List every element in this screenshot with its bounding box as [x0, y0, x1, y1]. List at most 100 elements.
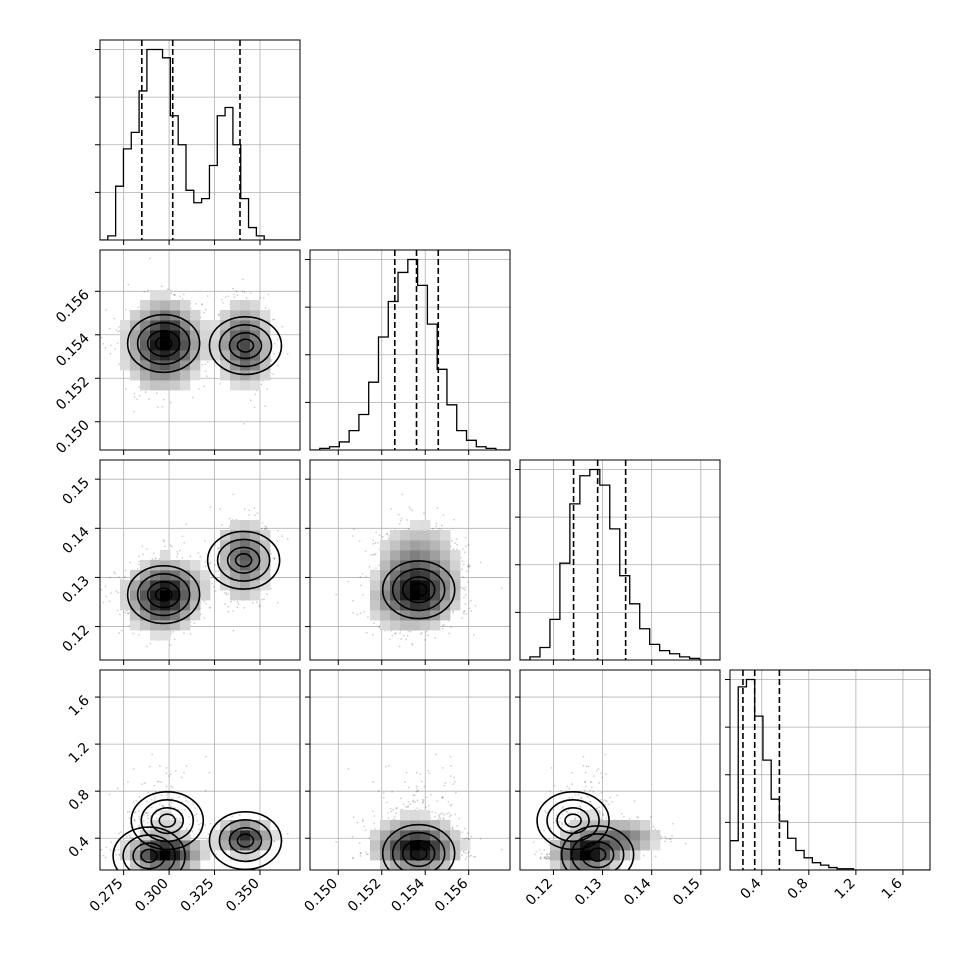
- density-cell: [170, 300, 181, 311]
- sample-point: [169, 401, 172, 404]
- sample-point: [500, 587, 503, 590]
- sample-point: [270, 553, 272, 555]
- contour-line: [146, 329, 181, 358]
- sample-point: [136, 398, 139, 401]
- sample-point: [281, 325, 284, 328]
- sample-point: [456, 548, 458, 551]
- density-cell: [210, 340, 221, 351]
- density-cell: [130, 340, 141, 351]
- density-cell: [400, 570, 411, 581]
- sample-point: [170, 632, 173, 635]
- sample-point: [468, 565, 470, 568]
- sample-point: [201, 363, 204, 366]
- density-cell: [190, 320, 201, 331]
- sample-point: [141, 545, 144, 548]
- sample-point: [264, 307, 267, 309]
- density-cell: [130, 610, 141, 621]
- sample-point: [245, 297, 248, 299]
- sample-point: [155, 392, 158, 395]
- sample-point: [124, 569, 127, 572]
- density-cell: [260, 370, 271, 381]
- sample-point: [110, 592, 112, 595]
- sample-point: [273, 556, 275, 559]
- density-cell: [240, 340, 251, 351]
- sample-point: [218, 547, 220, 550]
- sample-point: [200, 303, 203, 306]
- sample-point: [206, 361, 209, 363]
- sample-point: [470, 610, 473, 612]
- sample-point: [372, 553, 374, 556]
- density-cell: [170, 360, 181, 371]
- contour-line: [126, 313, 201, 374]
- density-cell: [150, 360, 161, 371]
- density-cell: [410, 610, 421, 621]
- sample-point: [183, 541, 186, 544]
- sample-point: [124, 308, 127, 311]
- density-cell: [250, 320, 261, 331]
- sample-point: [468, 565, 471, 567]
- sample-point: [451, 540, 453, 542]
- sample-point: [218, 313, 220, 316]
- sample-point: [431, 528, 434, 530]
- sample-point: [212, 585, 215, 588]
- sample-point: [160, 285, 163, 288]
- sample-point: [104, 585, 107, 588]
- panel-frame: [309, 249, 511, 451]
- density-cell: [430, 540, 441, 551]
- sample-point: [387, 534, 390, 537]
- density-cell: [170, 620, 181, 631]
- sample-point: [232, 629, 235, 632]
- sample-point: [462, 588, 465, 590]
- density-cell: [170, 310, 181, 321]
- density-cell: [440, 580, 451, 591]
- sample-point: [352, 528, 355, 531]
- sample-point: [359, 576, 362, 578]
- sample-point: [236, 601, 239, 604]
- density-cell: [230, 520, 241, 531]
- density-cell: [140, 300, 151, 311]
- sample-point: [367, 616, 369, 619]
- sample-point: [124, 388, 127, 391]
- density-cell: [230, 380, 241, 391]
- sample-point: [117, 591, 120, 594]
- contour-line: [409, 582, 428, 597]
- sample-point: [452, 611, 455, 614]
- density-cell: [190, 560, 201, 571]
- density-cell: [200, 580, 211, 591]
- contour-line: [228, 332, 263, 360]
- density-cell: [220, 340, 231, 351]
- sample-point: [120, 578, 123, 581]
- sample-point: [195, 302, 197, 305]
- sample-point: [461, 586, 463, 589]
- panel-frame: [99, 39, 301, 241]
- sample-point: [113, 570, 116, 573]
- density-cell: [450, 560, 461, 571]
- sample-point: [424, 639, 426, 641]
- sample-point: [170, 292, 173, 295]
- density-cell: [420, 560, 431, 571]
- density-cell: [160, 600, 171, 611]
- sample-point: [199, 555, 202, 558]
- density-cell: [160, 300, 171, 311]
- y-tick-label: 0.156: [53, 287, 93, 327]
- sample-point: [110, 344, 112, 347]
- density-cell: [230, 370, 241, 381]
- density-cell: [140, 570, 151, 581]
- sample-point: [138, 563, 140, 566]
- density-cell: [410, 600, 421, 611]
- density-cell: [140, 360, 151, 371]
- sample-point: [158, 558, 161, 560]
- sample-point: [126, 612, 129, 615]
- density-cell: [250, 300, 261, 311]
- density-cell: [130, 310, 141, 321]
- density-cell: [260, 330, 271, 341]
- density-cell: [240, 570, 251, 581]
- contour-line: [136, 321, 191, 366]
- sample-point: [171, 545, 173, 548]
- sample-point: [408, 506, 411, 509]
- density-cell: [220, 550, 231, 561]
- density-cell: [250, 580, 261, 591]
- density-cell: [170, 380, 181, 391]
- scatter-panel-2-0: 0.120.130.140.15: [59, 459, 301, 665]
